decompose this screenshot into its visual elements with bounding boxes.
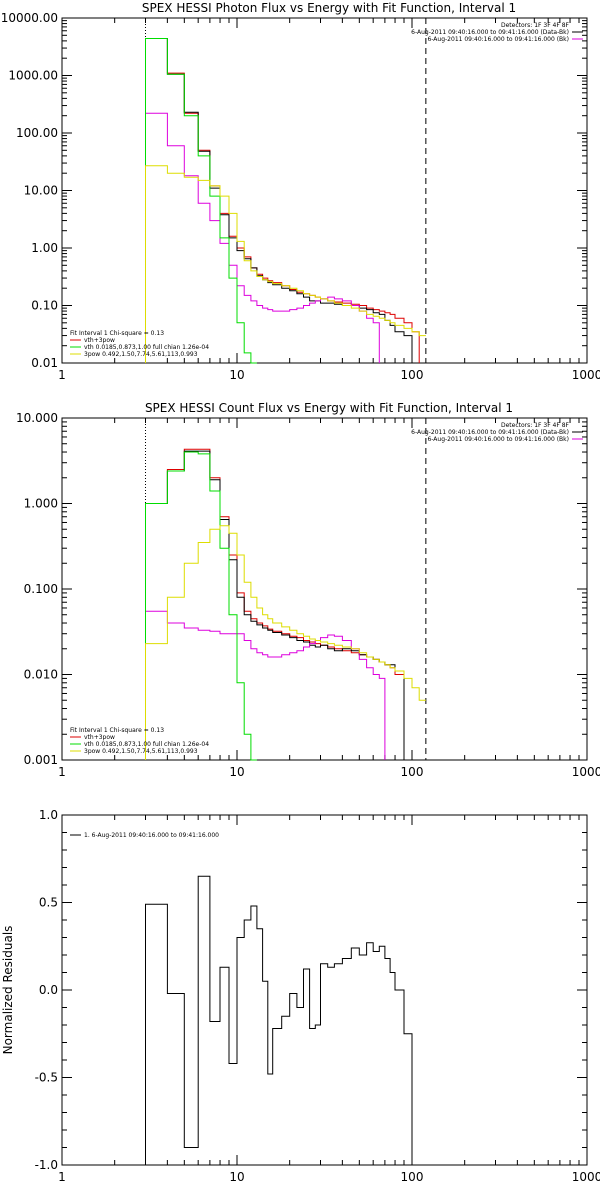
y-tick-label: 10000.00	[1, 11, 58, 25]
x-tick-label: 10	[229, 1170, 244, 1184]
y-tick-label: 0.01	[31, 356, 58, 370]
legend-bottom-entry: Fit Interval 1 Chi-square = 0.13	[70, 330, 164, 337]
y-tick-label: 1.00	[31, 241, 58, 255]
y-tick-label: 0.010	[24, 668, 58, 682]
series-line-bk	[145, 112, 380, 363]
x-tick-label: 100	[401, 765, 424, 779]
plot-content: 1 10 100 1000 -1.0 -0.5 0.0 0.5 1.0 1. 6-Aug-2011…	[35, 808, 600, 1184]
x-tick-label: 10	[229, 765, 244, 779]
x-tick-label: 1000	[572, 765, 600, 779]
legend-bottom-entry: vth+3pow	[84, 734, 115, 741]
x-tick-label: 1000	[572, 1170, 600, 1184]
series-line-3pow	[145, 525, 426, 760]
x-tick-label: 100	[401, 368, 424, 382]
y-tick-label: -0.5	[35, 1071, 58, 1085]
y-tick-label: 0.10	[31, 299, 58, 313]
panel-title: SPEX HESSI Photon Flux vs Energy with Fi…	[142, 1, 516, 15]
x-tick-label: 1	[58, 1170, 66, 1184]
x-tick-label: 100	[401, 1170, 424, 1184]
y-tick-label: 0.001	[24, 753, 58, 767]
count-flux-panel: SPEX HESSI Count Flux vs Energy with Fit…	[16, 401, 600, 779]
series-line-3pow	[145, 165, 426, 363]
legend-top-entry: 6-Aug-2011 09:40:16.000 to 09:41:16.000 …	[427, 436, 569, 443]
legend-bottom-entry: 3pow 0.492,1.50,7.74,5.61,113,0.993	[84, 351, 198, 358]
photon-flux-panel: SPEX HESSI Photon Flux vs Energy with Fi…	[1, 1, 600, 382]
y-tick-label: -1.0	[35, 1158, 58, 1172]
series-line-residuals	[145, 875, 413, 1165]
plot-frame	[61, 17, 588, 364]
plot-content: 1 10 100 1000 0.01 0.10 1.00 10.00 100.00 1000.00…	[1, 11, 600, 382]
legend-entry: 1. 6-Aug-2011 09:40:16.000 to 09:41:16.0…	[84, 832, 219, 839]
series-line-bk	[145, 610, 386, 760]
plot-frame	[61, 814, 588, 1166]
y-tick-label: 0.100	[24, 582, 58, 596]
plot-content: 1 10 100 1000 0.001 0.010 0.100 1.000 10.000 Dete…	[16, 411, 600, 779]
series-line-vth	[145, 38, 257, 364]
series-line-vth-3pow	[145, 448, 405, 760]
x-tick-label: 1	[58, 368, 66, 382]
legend-top-entry: 6-Aug-2011 09:40:16.000 to 09:41:16.000 …	[427, 36, 569, 43]
legend-top-entry: Detectors: 1F 3F 4F 8F	[501, 22, 570, 29]
series-line-data-bk	[145, 450, 405, 760]
legend-top-entry: 6-Aug-2011 09:40:16.000 to 09:41:16.000 …	[411, 29, 569, 36]
legend-bottom-entry: 3pow 0.492,1.50,7.74,5.61,113,0.993	[84, 748, 198, 755]
y-tick-label: 0.5	[39, 896, 58, 910]
legend-bottom-entry: vth+3pow	[84, 337, 115, 344]
x-tick-label: 1000	[572, 368, 600, 382]
y-tick-label: 1.000	[24, 497, 58, 511]
series-line-vth-3pow	[145, 38, 420, 363]
legend-top-entry: 6-Aug-2011 09:40:16.000 to 09:41:16.000 …	[411, 429, 569, 436]
series-line-vth	[145, 451, 257, 761]
legend-bottom-entry: Fit Interval 1 Chi-square = 0.13	[70, 727, 164, 734]
y-tick-label: 10.000	[16, 411, 58, 425]
x-tick-label: 10	[229, 368, 244, 382]
y-tick-label: 10.00	[24, 184, 58, 198]
panel-title: SPEX HESSI Count Flux vs Energy with Fit…	[145, 401, 513, 415]
x-tick-label: 1	[58, 765, 66, 779]
legend-top-entry: Detectors: 1F 3F 4F 8F	[501, 422, 570, 429]
y-tick-label: 0.0	[39, 983, 58, 997]
y-tick-label: 1.0	[39, 808, 58, 822]
y-tick-label: 100.00	[16, 126, 58, 140]
residuals-panel: Normalized Residuals 1 10 100 1000 -1.0 -0.5 0…	[1, 808, 600, 1184]
legend-bottom-entry: vth 0.0185,0.873,1.00 full chian 1.26e-0…	[84, 344, 209, 351]
y-tick-label: 1000.00	[8, 69, 58, 83]
y-axis-label: Normalized Residuals	[1, 926, 15, 1055]
legend-bottom-entry: vth 0.0185,0.873,1.00 full chian 1.26e-0…	[84, 741, 209, 748]
plot-frame	[61, 417, 588, 761]
